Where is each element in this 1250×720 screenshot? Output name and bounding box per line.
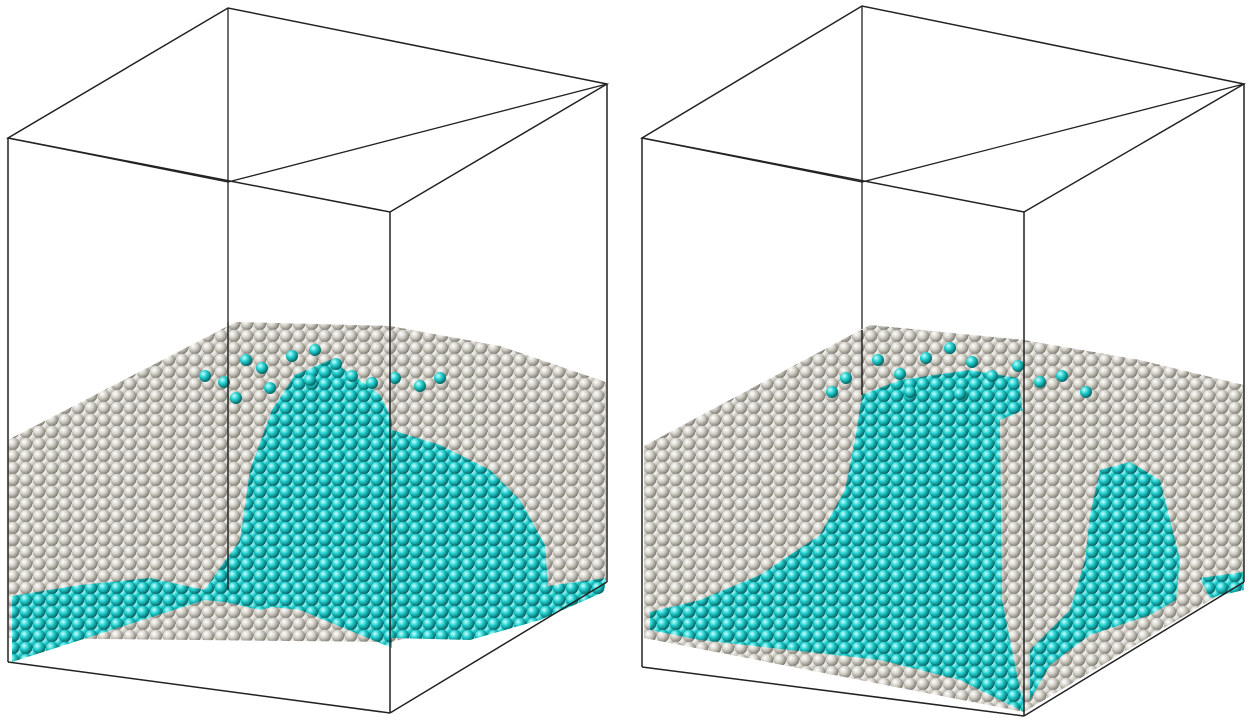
right-cyan-scatter [826,342,1092,400]
left-box-front-edges [5,7,610,714]
right-particle-bed [644,325,1244,712]
right-gray-seam [1000,410,1030,700]
left-cyan-plume [200,360,392,612]
right-cyan-corner [1200,572,1244,598]
right-cyan-wedge [650,370,1024,712]
left-cyan-right-lobe [392,430,606,640]
right-cyan-lobe [1030,462,1180,700]
left-cyan-scatter [199,344,446,404]
right-box-front-edges [639,5,1247,717]
right-panel [639,5,1247,717]
right-box-back-edges [641,6,1245,330]
left-box-back-edges [7,8,608,322]
left-particle-bed [8,322,606,662]
left-panel [5,7,610,714]
